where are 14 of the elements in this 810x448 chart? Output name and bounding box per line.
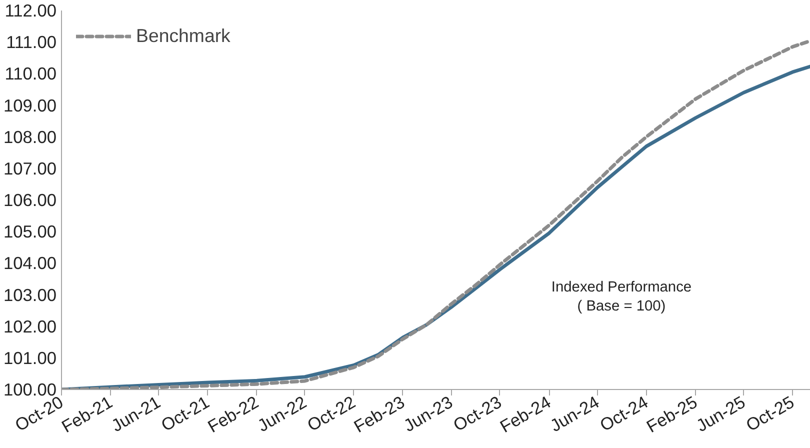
annotation: Indexed Performance ( Base = 100) (551, 279, 692, 314)
y-tick-label: 107.00 (4, 158, 56, 178)
y-tick-label: 111.00 (6, 32, 57, 52)
y-tick-label: 112.00 (4, 0, 57, 20)
y-tick-label: 105.00 (4, 222, 56, 242)
y-tick-label: 109.00 (4, 95, 56, 116)
y-tick-label: 106.00 (4, 190, 56, 210)
y-tick-label: 103.00 (4, 284, 56, 305)
y-tick-label: 101.00 (4, 348, 56, 368)
y-tick-label: 104.00 (4, 253, 56, 274)
y-tick-label: 108.00 (4, 126, 56, 147)
y-tick-label: 102.00 (4, 316, 56, 336)
legend-label: Benchmark (136, 25, 230, 47)
y-tick-label: 110.00 (4, 64, 57, 84)
